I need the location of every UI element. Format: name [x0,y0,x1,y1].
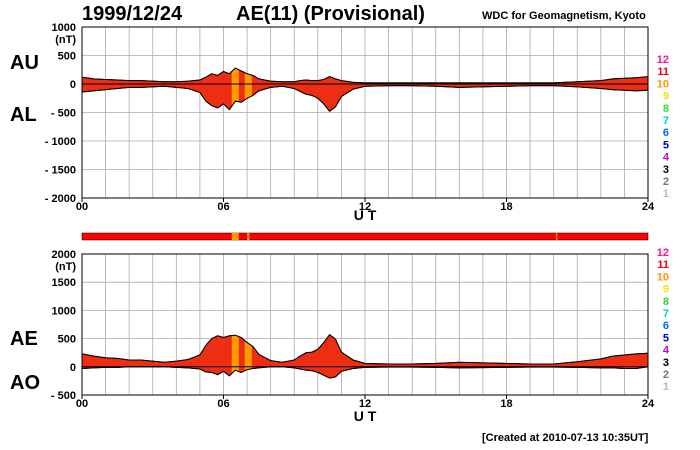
status-strip-mark [556,233,558,240]
ae-ao-xtick-label: 18 [500,398,512,410]
ae-ao-ytick-label: 2000 [52,249,76,261]
chart-date: 1999/12/24 [82,3,183,25]
au-al-legend-item: 2 [663,176,669,188]
ae-ao-legend-item: 4 [663,345,670,357]
au-al-legend-item: 8 [663,103,669,115]
ae-ao-legend-item: 1 [663,381,669,393]
ae-ao-legend-item: 12 [657,247,669,259]
au-al-highlight [231,68,239,107]
ae-ao-ytick-label: 0 [70,362,76,374]
au-al-legend-item: 11 [657,66,669,78]
ae-ao-legend-item: 3 [663,357,669,369]
au-al-xtick-label: 18 [500,201,512,213]
ae-ao-legend-item: 11 [657,259,669,271]
ae-ao-xtick-label: 00 [76,398,88,410]
au-al-xtick-label: 12 [359,201,371,213]
au-al-ytick-label: - 500 [51,108,76,120]
ae-ao-legend-item: 10 [657,271,669,283]
au-al-legend-item: 5 [663,139,669,151]
chart-title: AE(11) (Provisional) [236,3,425,25]
au-al-legend-item: 10 [657,78,669,90]
created-timestamp: [Created at 2010-07-13 10:35UT] [482,432,649,444]
ae-ao-highlight [244,340,252,371]
ae-ao-xtick-label: 12 [359,398,371,410]
au-al-xtick-label: 24 [642,201,655,213]
au-label: AU [10,52,39,74]
ae-ao-legend-item: 2 [663,369,669,381]
ae-ao-highlight [231,335,239,374]
au-al-ytick-label: - 1500 [45,165,76,177]
ae-ao-unit-label: (nT) [55,261,76,273]
au-al-xtick-label: 06 [217,201,229,213]
au-al-legend-item: 12 [657,54,669,66]
au-al-xaxis-label: U T [354,207,377,223]
status-strip-mark [247,233,250,240]
ae-ao-legend-item: 9 [663,284,669,296]
au-al-xtick-label: 00 [76,201,88,213]
ae-ao-legend-item: 5 [663,332,669,344]
ae-ao-ytick-label: 1000 [52,305,76,317]
ae-ao-ytick-label: 500 [58,334,76,346]
ae-label: AE [10,328,38,350]
au-al-series-2-line [81,85,649,113]
au-al-unit-label: (nT) [55,34,76,46]
au-al-legend-item: 9 [663,91,669,103]
au-al-legend-item: 6 [663,127,669,139]
au-al-ytick-label: - 2000 [45,193,76,205]
ae-ao-xaxis-label: U T [354,408,377,424]
ae-ao-ytick-label: - 500 [51,390,76,402]
au-al-ytick-label: 500 [58,51,76,63]
status-strip [81,232,649,241]
au-al-highlight [244,72,252,100]
al-label: AL [10,104,37,126]
ae-ao-xtick-label: 06 [217,398,229,410]
au-al-legend-item: 4 [663,152,670,164]
status-strip-mark [231,233,239,240]
au-al-ytick-label: 1000 [52,22,76,34]
au-al-legend-item: 1 [663,188,669,200]
au-al-legend-item: 7 [663,115,669,127]
ae-ao-legend-item: 7 [663,308,669,320]
ae-ao-legend-item: 8 [663,296,669,308]
ao-label: AO [10,372,40,394]
au-al-ytick-label: - 1000 [45,136,76,148]
ae-ao-legend-item: 6 [663,320,669,332]
ae-ao-ytick-label: 1500 [52,277,76,289]
au-al-series-1-line [81,67,649,84]
ae-ao-series-1-line [81,333,649,365]
ae-ao-xtick-label: 24 [642,398,655,410]
data-source: WDC for Geomagnetism, Kyoto [482,10,646,22]
au-al-legend-item: 3 [663,164,669,176]
au-al-ytick-label: 0 [70,79,76,91]
